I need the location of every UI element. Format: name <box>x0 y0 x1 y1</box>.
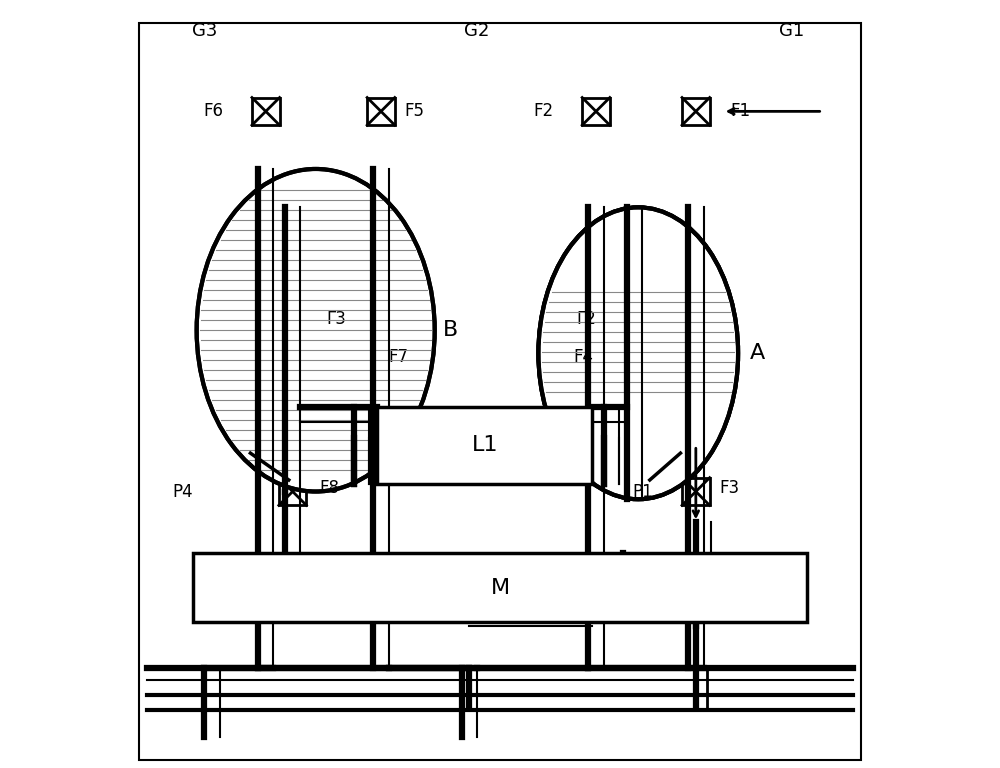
Text: B: B <box>442 320 458 340</box>
Text: G2: G2 <box>464 22 490 40</box>
Ellipse shape <box>538 207 738 499</box>
Text: F3: F3 <box>719 478 739 497</box>
Text: Γ3: Γ3 <box>327 310 346 328</box>
Bar <box>193 553 807 622</box>
Text: F5: F5 <box>404 102 424 121</box>
Text: F1: F1 <box>730 102 751 121</box>
Text: L1: L1 <box>471 435 498 455</box>
Text: P1: P1 <box>633 482 654 501</box>
Text: F4: F4 <box>573 348 593 366</box>
Text: G3: G3 <box>192 22 217 40</box>
Text: G1: G1 <box>779 22 804 40</box>
Text: F7: F7 <box>389 348 409 366</box>
Bar <box>377 407 592 484</box>
Ellipse shape <box>197 169 435 492</box>
Text: M: M <box>490 578 510 598</box>
Text: Γ2: Γ2 <box>577 310 597 328</box>
Text: A: A <box>750 343 765 363</box>
Text: F6: F6 <box>204 102 224 121</box>
Text: F8: F8 <box>320 478 340 497</box>
Text: F2: F2 <box>534 102 554 121</box>
Text: P4: P4 <box>172 482 193 501</box>
